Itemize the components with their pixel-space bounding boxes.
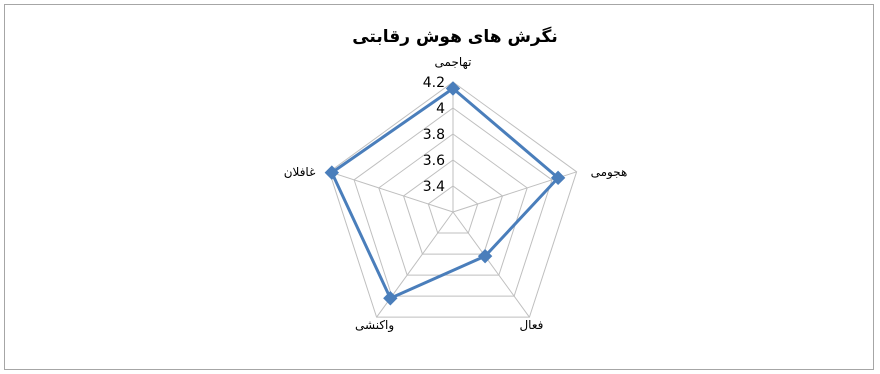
category-label: هجومی <box>591 165 628 180</box>
chart-title: نگرش های هوش رقابتی <box>352 26 558 47</box>
data-point-marker <box>550 170 566 186</box>
category-label: فعال <box>519 318 543 332</box>
grid-ring <box>378 133 528 276</box>
tick-label: 3.8 <box>423 127 445 143</box>
chart-frame <box>4 4 874 370</box>
category-label: غافلان <box>284 165 316 179</box>
tick-label: 4 <box>436 101 445 117</box>
category-label: واکنشی <box>355 318 394 333</box>
series-line <box>330 87 560 300</box>
grid-spoke <box>329 171 454 213</box>
category-label: تهاجمی <box>435 55 472 69</box>
grid-ring <box>427 185 479 234</box>
series-layer <box>324 81 566 306</box>
grid-spoke <box>452 211 530 318</box>
grid-ring <box>402 159 504 255</box>
radial-tick-labels: 3.4 3.6 3.8 4 4.2 <box>423 75 445 195</box>
tick-label: 3.4 <box>423 179 445 195</box>
data-point-marker <box>324 165 340 180</box>
data-point-marker <box>383 291 398 306</box>
grid-ring <box>353 107 553 297</box>
data-point-marker <box>477 248 493 264</box>
data-point-marker <box>445 81 461 96</box>
tick-label: 3.6 <box>423 153 445 169</box>
category-labels: تهاجمی هجومی فعال واکنشی غافلان <box>284 55 628 333</box>
grid-ring <box>328 81 578 318</box>
tick-label: 4.2 <box>423 75 445 91</box>
